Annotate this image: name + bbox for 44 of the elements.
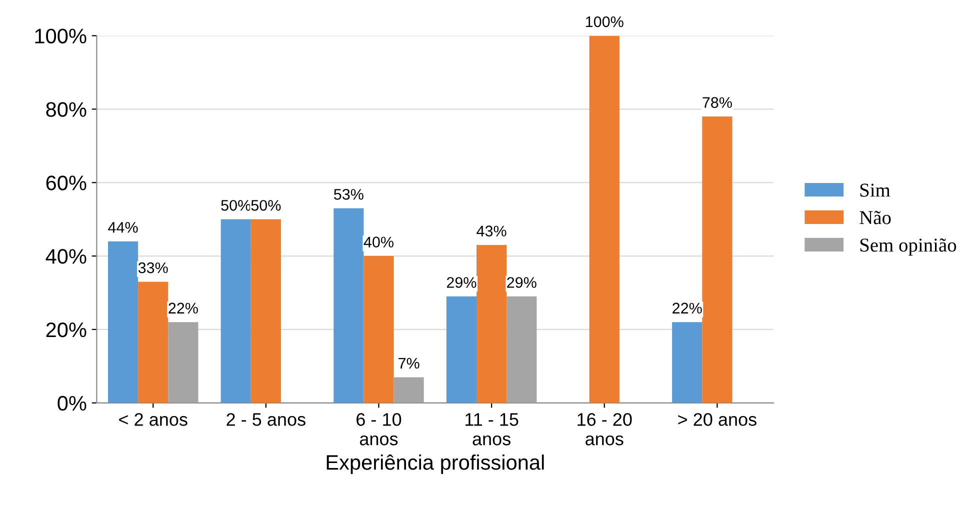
bar — [250, 219, 281, 403]
x-tick-label: 6 - 10 anos — [356, 413, 402, 446]
y-tick-label: 20% — [46, 322, 86, 338]
bar — [108, 241, 138, 403]
bar — [168, 322, 198, 403]
legend-label: Não — [860, 210, 891, 224]
x-tick-label: 16 - 20 anos — [578, 413, 632, 446]
data-label: 78% — [702, 97, 732, 108]
x-tick-label: < 2 anos — [119, 413, 188, 426]
data-label: 50% — [251, 200, 281, 211]
bar — [702, 116, 732, 403]
data-label: 22% — [168, 302, 198, 314]
y-tick-label: 40% — [46, 249, 86, 264]
legend-label: Sim — [860, 184, 890, 197]
bar — [138, 282, 168, 403]
data-label: 44% — [108, 222, 138, 233]
data-label: 53% — [334, 188, 364, 200]
bar — [394, 377, 424, 403]
y-tick-label: 0% — [58, 396, 86, 411]
y-tick-label: 60% — [46, 176, 86, 190]
bar — [446, 296, 477, 403]
y-tick-label: 100% — [35, 28, 86, 44]
y-tick-label: 80% — [46, 102, 86, 117]
data-label: 43% — [476, 226, 506, 236]
bar — [334, 208, 364, 403]
data-label: 7% — [398, 358, 420, 369]
x-tick-label: > 20 anos — [678, 413, 756, 426]
legend-label: Sem opinião — [860, 238, 956, 256]
bar — [589, 36, 620, 403]
data-label: 22% — [672, 302, 702, 314]
bar — [364, 256, 394, 403]
bar — [672, 322, 702, 403]
x-tick-label: 11 - 15 anos — [466, 413, 518, 446]
bar — [476, 245, 507, 403]
bar — [506, 296, 537, 403]
data-label: 29% — [507, 277, 536, 288]
data-label: 40% — [364, 236, 394, 248]
data-label: 50% — [221, 200, 251, 211]
data-label: 100% — [586, 16, 624, 28]
data-label: 33% — [138, 262, 168, 274]
bar — [220, 219, 251, 403]
x-tick-label: 2 - 5 anos — [226, 413, 306, 426]
data-label: 29% — [446, 277, 476, 288]
x-axis-title: Experiência profissional — [326, 454, 544, 474]
